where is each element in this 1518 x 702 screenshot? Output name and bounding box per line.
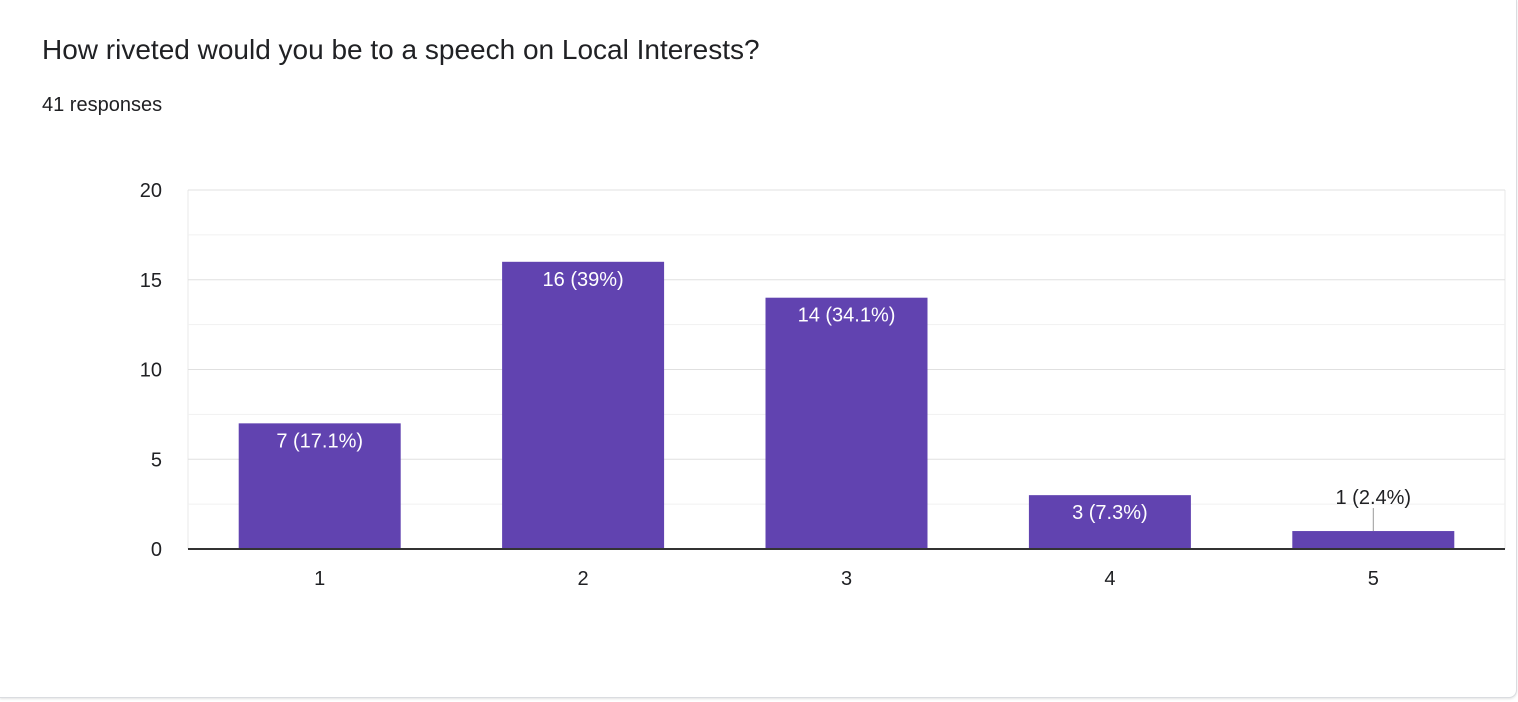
data-label: 16 (39%) [543, 269, 624, 291]
x-tick-label: 2 [578, 568, 589, 590]
x-tick-label: 4 [1104, 568, 1115, 590]
x-tick-label: 5 [1368, 568, 1379, 590]
y-tick-label: 10 [140, 360, 162, 382]
y-tick-label: 5 [151, 449, 162, 471]
bar [765, 297, 928, 549]
data-label: 3 (7.3%) [1072, 502, 1148, 524]
x-tick-label: 1 [314, 568, 325, 590]
x-tick-label: 3 [841, 568, 852, 590]
bar [1028, 495, 1191, 549]
question-title: How riveted would you be to a speech on … [42, 34, 760, 65]
response-count: 41 responses [42, 94, 163, 116]
bar [1292, 531, 1455, 549]
y-tick-label: 20 [140, 180, 162, 202]
y-tick-label: 0 [151, 539, 162, 561]
y-tick-label: 15 [140, 270, 162, 292]
data-label: 7 (17.1%) [276, 430, 363, 452]
data-label: 1 (2.4%) [1336, 487, 1412, 509]
data-label: 14 (34.1%) [798, 305, 896, 327]
bar [502, 261, 665, 549]
bar [238, 423, 401, 549]
